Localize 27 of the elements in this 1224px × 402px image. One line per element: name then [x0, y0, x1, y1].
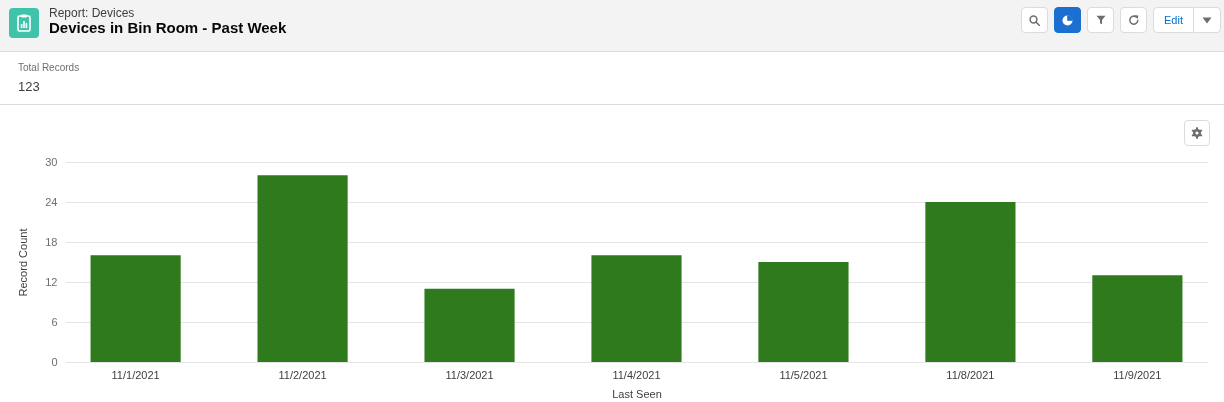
y-tick-label: 30: [45, 155, 58, 168]
chart-subtitle: Report: Devices: [49, 6, 135, 20]
bar: [591, 255, 682, 362]
bar: [1092, 275, 1183, 362]
y-tick-label: 18: [45, 235, 58, 248]
y-tick-label: 12: [45, 275, 58, 288]
y-tick-label: 6: [51, 315, 58, 328]
x-tick-label: 11/8/2021: [946, 368, 995, 381]
chart-title: Devices in Bin Room - Past Week: [49, 19, 287, 36]
bar: [758, 262, 849, 362]
edit-button: Edit: [1153, 7, 1194, 33]
bar: [90, 255, 181, 362]
x-axis-title: Last Seen: [612, 387, 662, 400]
x-tick-label: 11/2/2021: [278, 368, 327, 381]
y-tick-label: 0: [51, 355, 58, 368]
bar: [925, 202, 1016, 362]
x-tick-label: 11/4/2021: [612, 368, 661, 381]
x-tick-label: 11/1/2021: [111, 368, 160, 381]
bar: [257, 175, 348, 362]
bar: [424, 288, 515, 362]
x-tick-label: 11/3/2021: [445, 368, 494, 381]
y-axis-title: Record Count: [17, 228, 30, 297]
x-tick-label: 11/5/2021: [779, 368, 828, 381]
text: 123: [18, 79, 40, 94]
text: Total Records: [18, 62, 80, 73]
y-tick-label: 24: [45, 195, 58, 208]
x-tick-label: 11/9/2021: [1113, 368, 1162, 381]
